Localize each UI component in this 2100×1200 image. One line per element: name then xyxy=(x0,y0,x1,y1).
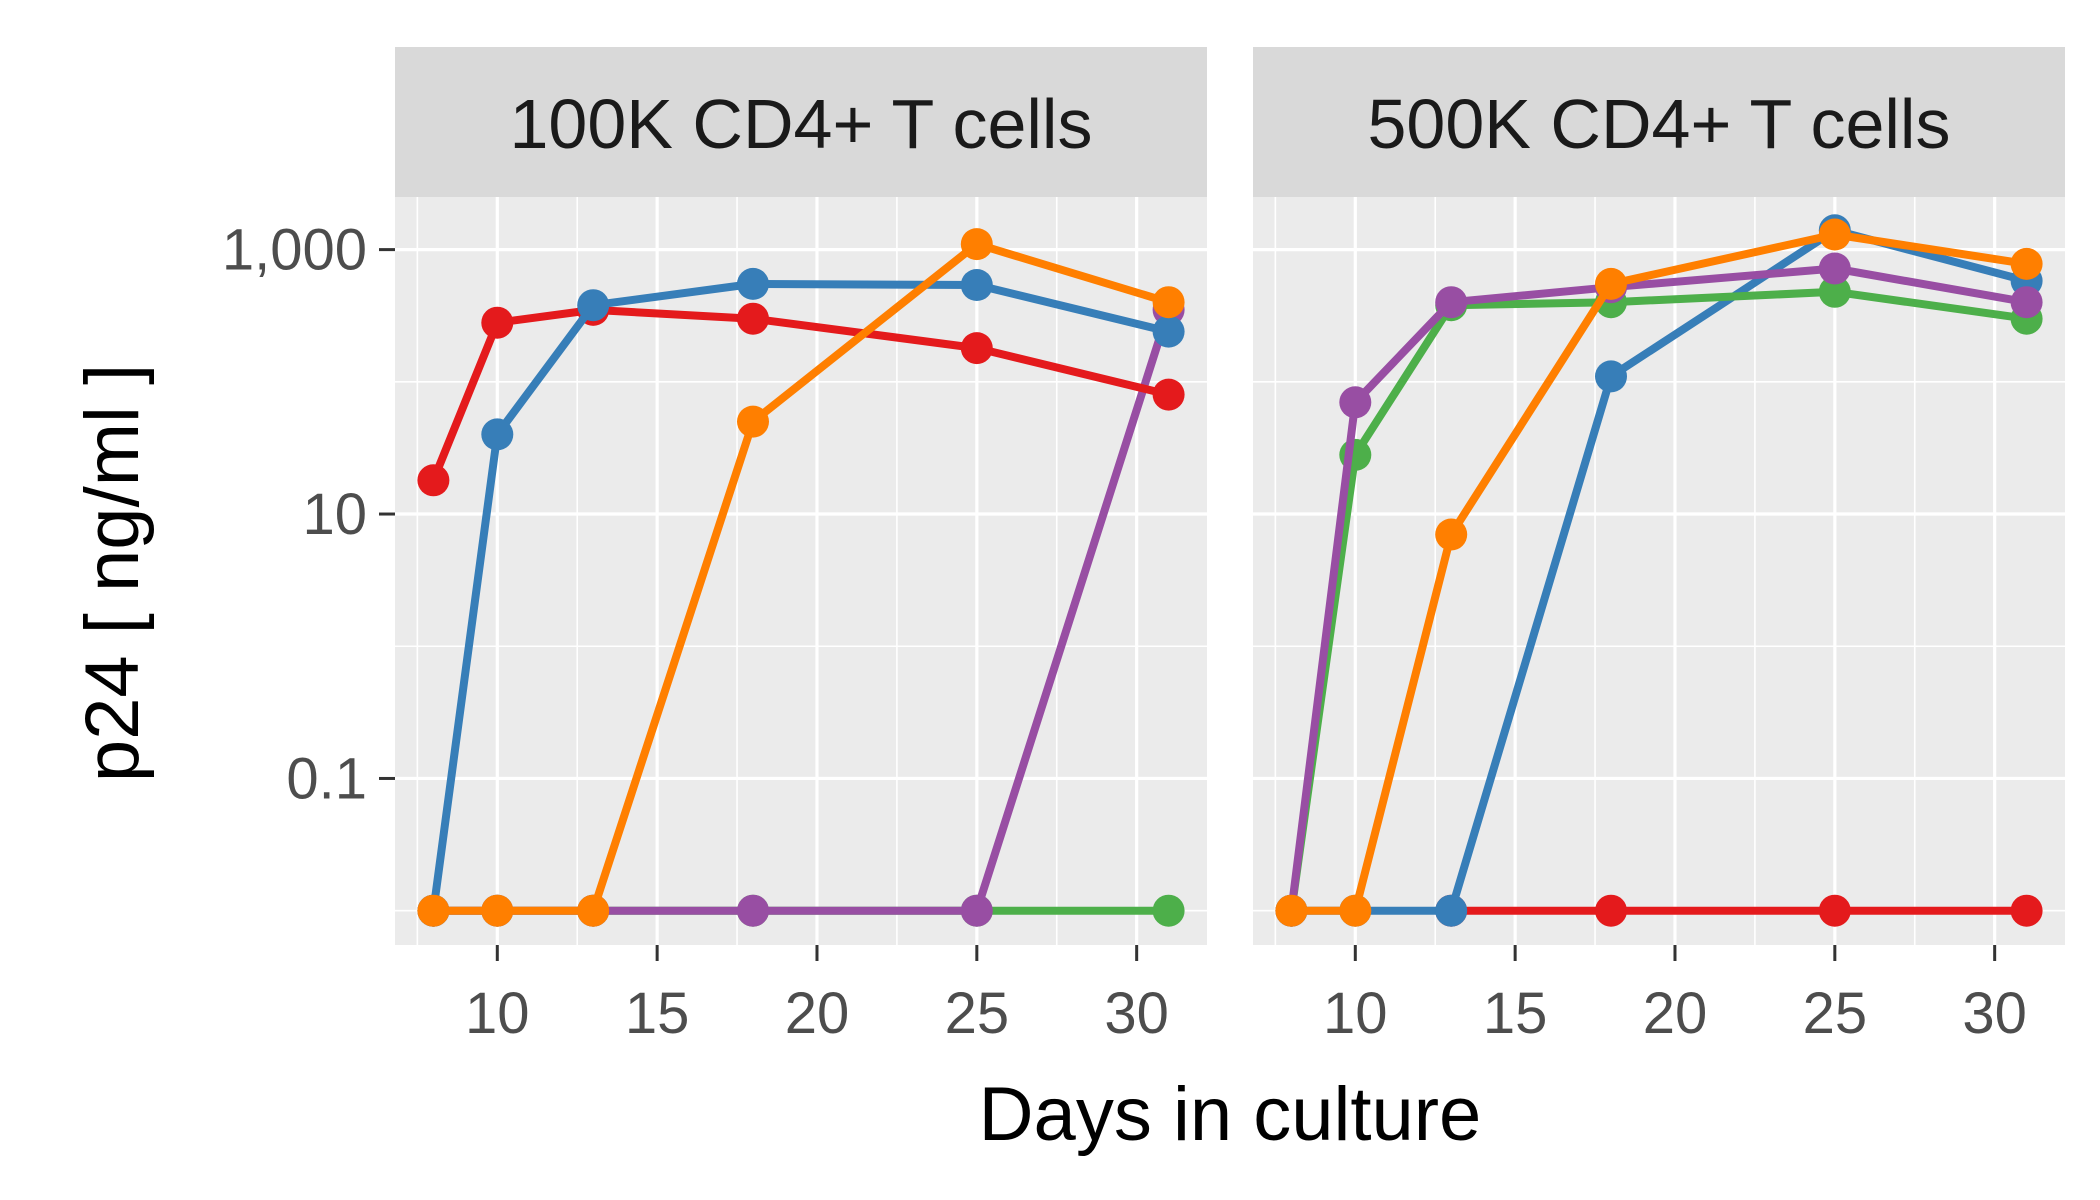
x-tick-label: 15 xyxy=(1483,981,1548,1046)
x-tick-label: 10 xyxy=(465,981,530,1046)
data-point xyxy=(417,464,450,497)
data-point xyxy=(960,332,993,365)
data-point xyxy=(737,894,769,927)
x-tick-label: 30 xyxy=(1962,981,2027,1046)
data-point xyxy=(1818,894,1851,927)
x-axis: 10 15 20 25 30 xyxy=(465,945,1169,1046)
series-orange xyxy=(417,228,1185,927)
data-point xyxy=(1152,286,1185,319)
data-point xyxy=(737,267,769,300)
y-axis-title: p24 [ ng/ml ] xyxy=(70,364,155,782)
data-point xyxy=(1152,315,1185,348)
data-point xyxy=(577,289,610,322)
data-point xyxy=(577,894,610,927)
y-tick-label: 1,000 xyxy=(222,218,367,283)
x-axis: 10 15 20 25 30 xyxy=(1323,945,2027,1046)
panel-title: 500K CD4+ T cells xyxy=(1367,85,1950,163)
data-point xyxy=(1595,360,1627,393)
data-point xyxy=(960,228,993,261)
data-point xyxy=(1818,218,1851,251)
series-group xyxy=(1275,214,2043,927)
x-tick-label: 15 xyxy=(625,981,690,1046)
data-point xyxy=(1435,286,1468,319)
data-point xyxy=(481,418,514,451)
x-axis-title: Days in culture xyxy=(979,1072,1482,1157)
gridlines xyxy=(395,197,1207,945)
data-point xyxy=(1339,894,1372,927)
data-point xyxy=(417,894,450,927)
plot-area xyxy=(1253,197,2065,945)
panel-strip xyxy=(1253,47,2065,197)
data-point xyxy=(1595,894,1627,927)
data-point xyxy=(2010,894,2043,927)
series-line-purple xyxy=(1287,264,2031,915)
x-tick-label: 20 xyxy=(1643,981,1708,1046)
data-point xyxy=(2010,286,2043,319)
panel-title: 100K CD4+ T cells xyxy=(509,85,1092,163)
data-point xyxy=(481,306,514,339)
panel-100k: 100K CD4+ T cells 10 15 20 25 30 xyxy=(395,47,1207,1046)
data-point xyxy=(960,269,993,301)
data-point xyxy=(1275,894,1308,927)
panel-500k: 500K CD4+ T cells 10 15 20 25 30 xyxy=(1253,47,2065,1046)
series-line-blue xyxy=(429,279,1173,915)
data-point xyxy=(1152,894,1185,927)
data-point xyxy=(1339,386,1372,419)
data-point xyxy=(1435,518,1468,551)
data-point xyxy=(1595,267,1627,300)
data-point xyxy=(481,894,514,927)
data-point xyxy=(1152,378,1185,411)
series-group xyxy=(417,228,1185,927)
y-tick-label: 0.1 xyxy=(286,746,367,811)
data-point xyxy=(1818,252,1851,285)
data-point xyxy=(737,405,769,438)
data-point xyxy=(1818,275,1851,308)
x-tick-label: 10 xyxy=(1323,981,1388,1046)
y-tick-label: 10 xyxy=(302,482,367,547)
x-tick-label: 25 xyxy=(945,981,1010,1046)
data-point xyxy=(1435,894,1468,927)
x-tick-label: 20 xyxy=(785,981,850,1046)
data-point xyxy=(960,894,993,927)
panel-strip xyxy=(395,47,1207,197)
y-axis: 0.1 10 1,000 xyxy=(222,218,395,811)
data-point xyxy=(737,302,769,335)
gridlines xyxy=(1253,197,2065,945)
series-line-green xyxy=(1287,287,2031,915)
x-tick-label: 30 xyxy=(1104,981,1169,1046)
series-line-red xyxy=(429,305,1173,485)
series-orange xyxy=(1275,218,2043,927)
x-tick-label: 25 xyxy=(1803,981,1868,1046)
data-point xyxy=(2010,247,2043,280)
